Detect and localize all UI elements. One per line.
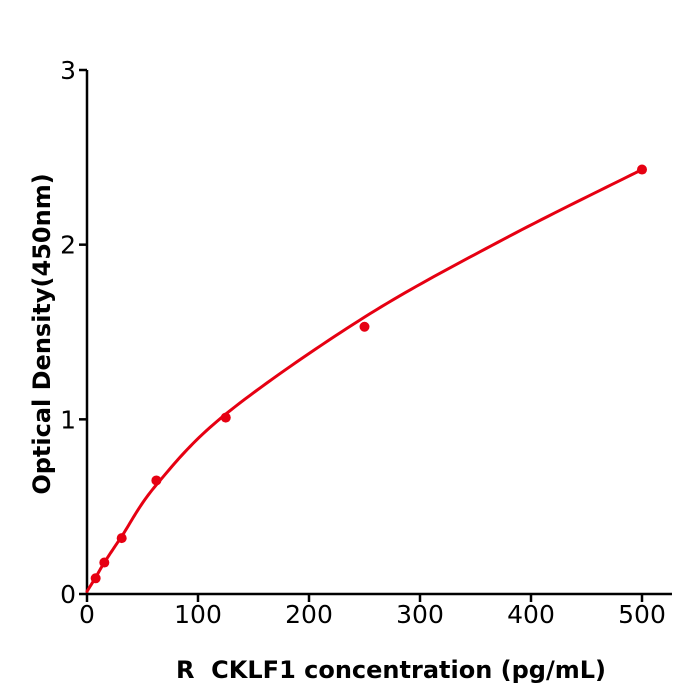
axes-spines (85, 69, 672, 596)
y-tick-label: 2 (60, 231, 76, 260)
data-point (220, 412, 231, 423)
x-tick-label: 500 (618, 600, 666, 629)
x-tick-label: 200 (285, 600, 333, 629)
data-point (116, 533, 127, 544)
standard-curve-fit-line (85, 168, 644, 593)
y-axis-title: Optical Density(450nm) (28, 173, 56, 494)
x-tick-label: 400 (507, 600, 555, 629)
y-tick-label: 1 (60, 405, 76, 434)
data-point (90, 573, 101, 584)
data-point (637, 164, 647, 175)
x-tick-label: 0 (79, 600, 95, 629)
x-tick-label: 300 (396, 600, 444, 629)
x-axis-title: R CKLF1 concentration (pg/mL) (176, 656, 606, 684)
data-point (359, 321, 370, 332)
y-tick-label: 0 (60, 580, 76, 609)
data-point (151, 475, 162, 486)
data-point (99, 557, 110, 568)
x-tick-label: 100 (174, 600, 222, 629)
y-tick-label: 3 (60, 56, 76, 85)
